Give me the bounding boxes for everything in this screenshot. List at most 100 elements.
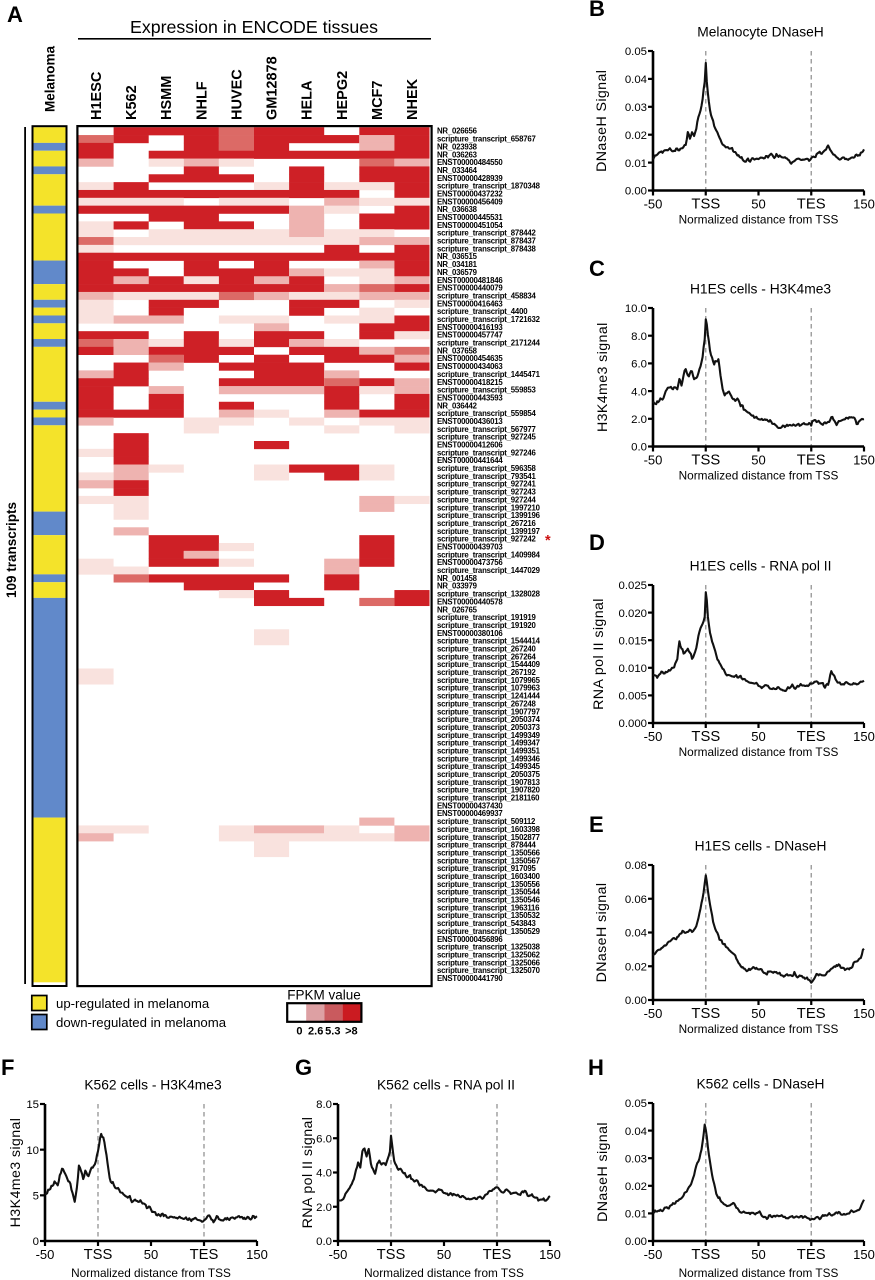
svg-text:ENST00000439703: ENST00000439703 [437,543,503,552]
svg-text:scripture_transcript_1325066: scripture_transcript_1325066 [437,958,541,967]
svg-text:-50: -50 [644,1247,663,1262]
svg-text:F: F [1,1055,14,1080]
svg-text:0.010: 0.010 [618,663,647,675]
svg-text:scripture_transcript_878437: scripture_transcript_878437 [437,237,536,246]
svg-text:150: 150 [853,197,875,212]
svg-text:-50: -50 [644,453,663,468]
svg-text:2.6: 2.6 [308,1026,323,1038]
svg-text:ENST00000443593: ENST00000443593 [437,394,503,403]
svg-text:-50: -50 [644,197,663,212]
svg-text:NHEK: NHEK [405,78,421,120]
svg-text:scripture_transcript_1241444: scripture_transcript_1241444 [437,692,541,701]
svg-text:NHLF: NHLF [194,81,210,120]
svg-text:15: 15 [26,1099,39,1111]
svg-text:scripture_transcript_1907820: scripture_transcript_1907820 [437,786,541,795]
svg-text:G: G [295,1055,312,1080]
svg-text:0.020: 0.020 [618,608,647,620]
svg-text:DNaseH signal: DNaseH signal [595,1122,611,1222]
svg-text:scripture_transcript_267240: scripture_transcript_267240 [437,645,536,654]
svg-text:TES: TES [797,197,826,213]
svg-text:Normalized distance from TSS: Normalized distance from TSS [71,1266,231,1280]
svg-text:K562 cells - DNaseH: K562 cells - DNaseH [696,1077,824,1092]
svg-text:0: 0 [296,1026,302,1038]
svg-text:scripture_transcript_1399196: scripture_transcript_1399196 [437,511,541,520]
svg-text:scripture_transcript_1350567: scripture_transcript_1350567 [437,856,540,865]
svg-text:ENST00000481846: ENST00000481846 [437,276,503,285]
svg-text:FPKM value: FPKM value [287,988,361,1003]
svg-text:5.3: 5.3 [325,1026,340,1038]
svg-text:MCF7: MCF7 [370,81,386,120]
svg-text:TES: TES [797,729,826,745]
svg-text:TES: TES [797,453,826,469]
svg-text:scripture_transcript_1325038: scripture_transcript_1325038 [437,943,541,952]
svg-text:NR_036515: NR_036515 [437,252,478,261]
svg-text:TSS: TSS [691,1247,720,1263]
svg-text:scripture_transcript_1325070: scripture_transcript_1325070 [437,966,541,975]
svg-text:50: 50 [751,1006,765,1021]
svg-text:scripture_transcript_1399197: scripture_transcript_1399197 [437,527,540,536]
svg-text:-50: -50 [644,729,663,744]
svg-text:ENST00000412606: ENST00000412606 [437,441,503,450]
svg-text:ENST00000436013: ENST00000436013 [437,417,503,426]
svg-text:scripture_transcript_1350529: scripture_transcript_1350529 [437,927,541,936]
svg-text:K562: K562 [124,85,140,120]
svg-text:ENST00000456409: ENST00000456409 [437,197,503,206]
svg-text:0.015: 0.015 [618,635,647,647]
svg-text:DNaseH Signal: DNaseH Signal [594,70,610,172]
svg-text:scripture_transcript_267248: scripture_transcript_267248 [437,699,536,708]
svg-text:scripture_transcript_458834: scripture_transcript_458834 [437,292,536,301]
svg-text:NR_001458: NR_001458 [437,574,478,583]
svg-text:down-regulated in melanoma: down-regulated in melanoma [56,1015,227,1030]
svg-text:scripture_transcript_543843: scripture_transcript_543843 [437,919,536,928]
svg-text:NR_036638: NR_036638 [437,205,478,214]
svg-text:B: B [589,0,605,21]
svg-text:0.00: 0.00 [625,995,647,1007]
svg-text:ENST00000441644: ENST00000441644 [437,456,503,465]
svg-text:109 transcripts: 109 transcripts [4,502,19,598]
svg-text:Normalized distance from TSS: Normalized distance from TSS [679,213,839,227]
svg-text:HUVEC: HUVEC [230,69,246,120]
svg-text:NR_033979: NR_033979 [437,582,478,591]
svg-text:H1ESC: H1ESC [89,71,105,120]
svg-text:50: 50 [751,1247,765,1262]
svg-text:NR_026656: NR_026656 [437,127,478,136]
svg-text:TSS: TSS [84,1247,113,1263]
svg-text:scripture_transcript_1907813: scripture_transcript_1907813 [437,778,541,787]
svg-text:0.04: 0.04 [625,1126,647,1138]
svg-text:H1ES cells - DNaseH: H1ES cells - DNaseH [695,839,827,854]
svg-text:scripture_transcript_1499347: scripture_transcript_1499347 [437,739,540,748]
svg-text:scripture_transcript_559853: scripture_transcript_559853 [437,386,536,395]
svg-text:ENST00000484550: ENST00000484550 [437,158,503,167]
svg-text:K562 cells - RNA pol II: K562 cells - RNA pol II [377,1078,515,1093]
svg-text:Normalized distance from TSS: Normalized distance from TSS [679,1022,839,1036]
svg-text:0.02: 0.02 [625,962,647,974]
svg-text:A: A [7,2,23,27]
svg-text:0.01: 0.01 [625,158,647,170]
svg-text:ENST00000440578: ENST00000440578 [437,597,503,606]
svg-text:150: 150 [853,729,875,744]
svg-text:scripture_transcript_1350532: scripture_transcript_1350532 [437,911,541,920]
svg-text:0.00: 0.00 [625,1236,647,1248]
svg-text:8.0: 8.0 [631,331,647,343]
svg-text:HSMM: HSMM [159,76,175,120]
svg-text:TES: TES [483,1247,512,1263]
svg-text:ENST00000416193: ENST00000416193 [437,323,503,332]
svg-text:D: D [589,530,605,555]
svg-text:scripture_transcript_1544409: scripture_transcript_1544409 [437,660,541,669]
svg-text:150: 150 [853,1247,875,1262]
svg-text:scripture_transcript_878438: scripture_transcript_878438 [437,244,536,253]
svg-text:NR_023938: NR_023938 [437,142,478,151]
svg-text:5: 5 [33,1191,39,1203]
svg-text:scripture_transcript_191919: scripture_transcript_191919 [437,613,536,622]
svg-text:150: 150 [539,1247,561,1262]
svg-text:Normalized distance from TSS: Normalized distance from TSS [679,745,839,759]
svg-text:Normalized distance from TSS: Normalized distance from TSS [679,1266,839,1280]
svg-text:ENST00000440079: ENST00000440079 [437,284,503,293]
svg-text:NR_036579: NR_036579 [437,268,478,277]
svg-text:scripture_transcript_1445471: scripture_transcript_1445471 [437,370,541,379]
svg-text:scripture_transcript_793541: scripture_transcript_793541 [437,472,536,481]
svg-text:E: E [589,812,604,837]
svg-text:ENST00000437430: ENST00000437430 [437,801,503,810]
svg-text:scripture_transcript_1907797: scripture_transcript_1907797 [437,707,540,716]
svg-text:scripture_transcript_2050375: scripture_transcript_2050375 [437,770,541,779]
